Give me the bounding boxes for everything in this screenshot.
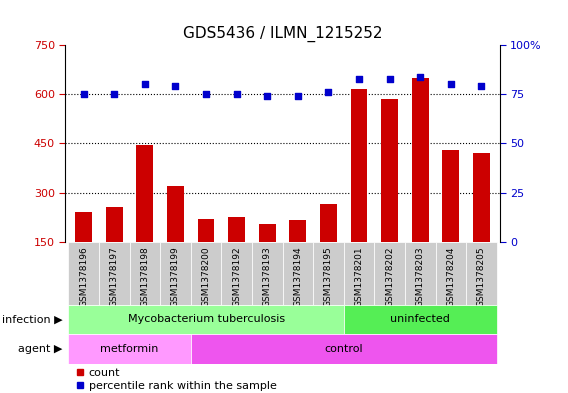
Bar: [412, 78, 429, 242]
Bar: [313, 242, 344, 305]
Text: GSM1378192: GSM1378192: [232, 247, 241, 307]
Bar: [252, 242, 283, 305]
Text: GSM1378200: GSM1378200: [202, 247, 211, 307]
Point: [385, 75, 394, 82]
Bar: [191, 334, 497, 364]
Text: GSM1378193: GSM1378193: [263, 247, 272, 307]
Text: GSM1378203: GSM1378203: [416, 247, 425, 307]
Text: infection ▶: infection ▶: [2, 314, 62, 324]
Bar: [473, 153, 490, 242]
Bar: [130, 242, 160, 305]
Bar: [68, 305, 344, 334]
Bar: [436, 242, 466, 305]
Point: [140, 81, 149, 88]
Point: [171, 83, 180, 90]
Legend: count, percentile rank within the sample: count, percentile rank within the sample: [71, 363, 281, 393]
Point: [110, 91, 119, 97]
Text: GSM1378201: GSM1378201: [354, 247, 364, 307]
Point: [263, 93, 272, 99]
Bar: [106, 207, 123, 242]
Bar: [259, 224, 275, 242]
Bar: [442, 150, 460, 242]
Point: [416, 73, 425, 80]
Text: GSM1378199: GSM1378199: [171, 247, 180, 307]
Point: [477, 83, 486, 90]
Point: [202, 91, 211, 97]
Bar: [136, 145, 153, 242]
Text: GSM1378202: GSM1378202: [385, 247, 394, 307]
Bar: [320, 204, 337, 242]
Point: [79, 91, 88, 97]
Bar: [466, 242, 497, 305]
Point: [324, 89, 333, 95]
Text: Mycobacterium tuberculosis: Mycobacterium tuberculosis: [128, 314, 285, 324]
Text: GSM1378196: GSM1378196: [79, 247, 88, 307]
Text: GSM1378197: GSM1378197: [110, 247, 119, 307]
Bar: [374, 242, 405, 305]
Bar: [290, 220, 306, 242]
Text: agent ▶: agent ▶: [18, 344, 62, 354]
Bar: [167, 186, 184, 242]
Text: metformin: metformin: [101, 344, 159, 354]
Bar: [76, 212, 92, 242]
Bar: [228, 217, 245, 242]
Text: GSM1378204: GSM1378204: [446, 247, 456, 307]
Bar: [198, 219, 215, 242]
Point: [446, 81, 456, 88]
Point: [293, 93, 302, 99]
Bar: [68, 334, 191, 364]
Text: GSM1378195: GSM1378195: [324, 247, 333, 307]
Bar: [405, 242, 436, 305]
Point: [354, 75, 364, 82]
Bar: [283, 242, 313, 305]
Text: GSM1378194: GSM1378194: [294, 247, 302, 307]
Bar: [344, 242, 374, 305]
Text: GSM1378205: GSM1378205: [477, 247, 486, 307]
Bar: [191, 242, 222, 305]
Text: control: control: [324, 344, 363, 354]
Text: uninfected: uninfected: [390, 314, 450, 324]
Bar: [99, 242, 130, 305]
Bar: [68, 242, 99, 305]
Bar: [160, 242, 191, 305]
Point: [232, 91, 241, 97]
Bar: [350, 89, 367, 242]
Bar: [222, 242, 252, 305]
Text: GSM1378198: GSM1378198: [140, 247, 149, 307]
Title: GDS5436 / ILMN_1215252: GDS5436 / ILMN_1215252: [183, 26, 382, 42]
Bar: [381, 99, 398, 242]
Bar: [344, 305, 497, 334]
